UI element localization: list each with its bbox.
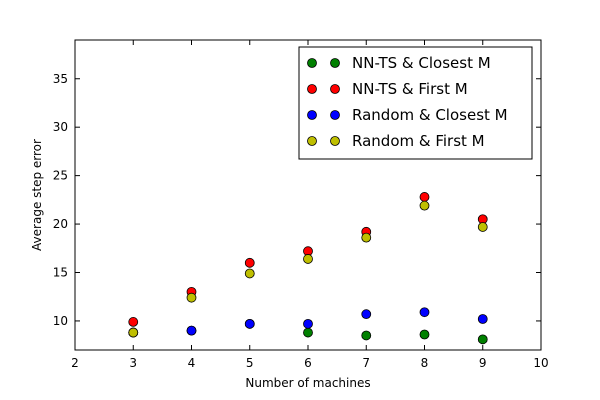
x-tick-label: 8 bbox=[421, 356, 429, 370]
y-tick-label: 10 bbox=[53, 314, 68, 328]
legend-marker bbox=[307, 136, 317, 146]
x-axis-label: Number of machines bbox=[245, 376, 370, 390]
plot-frame bbox=[74, 39, 542, 351]
data-point bbox=[419, 307, 430, 318]
data-points bbox=[128, 192, 488, 345]
legend-item: NN-TS & First M bbox=[307, 80, 468, 98]
data-point bbox=[128, 317, 139, 327]
data-point bbox=[186, 292, 197, 303]
legend-marker bbox=[330, 110, 340, 120]
y-axis-label: Average step error bbox=[30, 139, 44, 251]
x-tick-label: 6 bbox=[304, 356, 312, 370]
y-tick-label: 20 bbox=[53, 217, 68, 231]
data-point bbox=[244, 318, 255, 329]
data-point bbox=[361, 309, 372, 320]
x-tick-label: 3 bbox=[129, 356, 137, 370]
legend-label: NN-TS & Closest M bbox=[352, 54, 491, 72]
data-point bbox=[477, 314, 488, 324]
y-tick-label: 15 bbox=[53, 266, 68, 280]
data-point bbox=[361, 330, 372, 341]
x-tick-label: 2 bbox=[71, 356, 79, 370]
x-tick-label: 4 bbox=[188, 356, 196, 370]
x-tick-label: 9 bbox=[479, 356, 487, 370]
y-tick-label: 35 bbox=[53, 72, 68, 86]
legend-label: Random & Closest M bbox=[352, 106, 508, 124]
legend-marker bbox=[330, 84, 340, 94]
x-tick-label: 7 bbox=[362, 356, 370, 370]
data-point bbox=[303, 318, 313, 329]
legend: NN-TS & Closest M NN-TS & First M Random &… bbox=[298, 46, 533, 160]
y-tick-label: 30 bbox=[53, 120, 68, 134]
data-point bbox=[186, 325, 197, 336]
legend-item: NN-TS & Closest M bbox=[307, 54, 491, 72]
data-point bbox=[477, 334, 488, 345]
legend-marker bbox=[330, 58, 340, 68]
legend-marker bbox=[307, 58, 317, 68]
data-point bbox=[128, 327, 139, 338]
data-point bbox=[419, 192, 430, 202]
series-4 bbox=[128, 200, 488, 338]
data-point bbox=[303, 327, 313, 338]
legend-marker bbox=[330, 136, 340, 146]
legend-label: NN-TS & First M bbox=[352, 80, 468, 98]
legend-marker bbox=[307, 110, 317, 120]
data-point bbox=[419, 329, 430, 340]
legend-item: Random & First M bbox=[307, 132, 485, 150]
data-point bbox=[419, 200, 430, 211]
data-point bbox=[303, 254, 313, 264]
data-point bbox=[361, 232, 372, 243]
legend-item: Random & Closest M bbox=[307, 106, 508, 124]
legend-label: Random & First M bbox=[352, 132, 485, 150]
data-point bbox=[244, 257, 255, 268]
y-tick-label: 25 bbox=[53, 169, 68, 183]
series-3 bbox=[128, 307, 488, 338]
data-point bbox=[477, 222, 488, 232]
x-tick-label: 10 bbox=[533, 356, 548, 370]
x-tick-label: 5 bbox=[246, 356, 254, 370]
data-point bbox=[244, 268, 255, 279]
legend-marker bbox=[307, 84, 317, 94]
